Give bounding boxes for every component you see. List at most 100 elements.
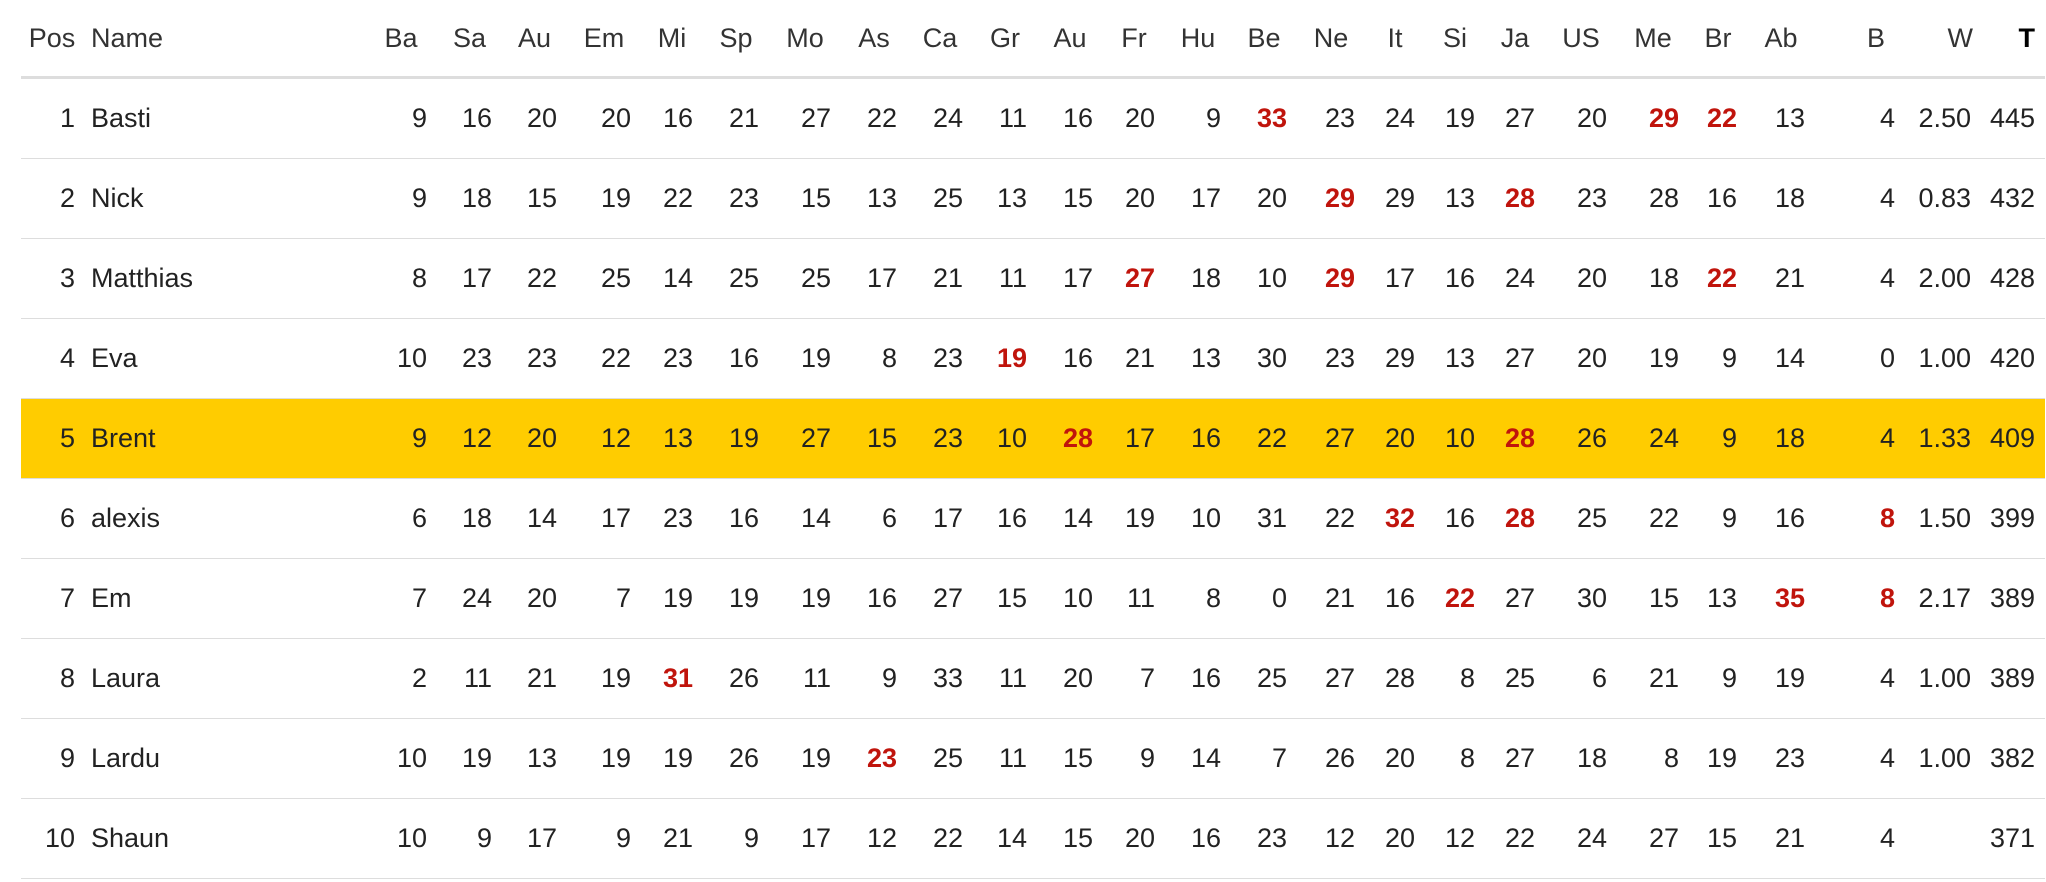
- score-cell: 18: [1545, 718, 1617, 799]
- score-cell: 19: [703, 558, 769, 639]
- total-cell: 445: [1973, 77, 2045, 159]
- score-cell: 17: [841, 238, 907, 319]
- position-cell: 8: [21, 638, 83, 719]
- player-name[interactable]: Laura: [83, 638, 365, 719]
- column-header-be[interactable]: Be: [1231, 0, 1297, 79]
- score-cell: 23: [437, 318, 502, 399]
- column-header-gr[interactable]: Gr: [973, 0, 1037, 79]
- player-name[interactable]: Lardu: [83, 718, 365, 799]
- position-cell: 4: [21, 318, 83, 399]
- column-header-me[interactable]: Me: [1617, 0, 1689, 79]
- score-cell: 28: [1485, 158, 1545, 239]
- column-header-br[interactable]: Br: [1689, 0, 1747, 79]
- column-header-name[interactable]: Name: [83, 0, 365, 79]
- column-header-ba[interactable]: Ba: [365, 0, 437, 79]
- score-cell: 16: [703, 478, 769, 559]
- score-cell: 28: [1617, 158, 1689, 239]
- score-cell: 28: [1485, 478, 1545, 559]
- player-name[interactable]: Shaun: [83, 798, 365, 879]
- score-cell: 23: [841, 718, 907, 799]
- score-cell: 13: [973, 158, 1037, 239]
- column-header-ne[interactable]: Ne: [1297, 0, 1365, 79]
- score-cell: 31: [641, 638, 703, 719]
- column-header-ja[interactable]: Ja: [1485, 0, 1545, 79]
- score-cell: 25: [1545, 478, 1617, 559]
- table-row[interactable]: 4 Eva 10 23 23 22 23 16 19 8 23 19 16 21 13 30 23 29 13 27 2…: [21, 318, 2045, 399]
- player-name[interactable]: Brent: [83, 398, 365, 479]
- score-cell: 32: [1365, 478, 1425, 559]
- score-cell: 23: [703, 158, 769, 239]
- score-cell: 20: [1545, 77, 1617, 159]
- score-cell: 2: [365, 638, 437, 719]
- column-header-hu[interactable]: Hu: [1165, 0, 1231, 79]
- table-row[interactable]: 6 alexis 6 18 14 17 23 16 14 6 17 16 14 19 10 31 22 32 16 2…: [21, 478, 2045, 559]
- table-row[interactable]: 1 Basti 9 16 20 20 16 21 27 22 24 11 16 20 9 33 23 24 19 27…: [21, 77, 2045, 159]
- score-cell: 19: [641, 558, 703, 639]
- score-cell: 28: [1365, 638, 1425, 719]
- score-cell: 10: [365, 318, 437, 399]
- column-header-b[interactable]: B: [1815, 0, 1905, 79]
- column-header-mi[interactable]: Mi: [641, 0, 703, 79]
- score-cell: 21: [1297, 558, 1365, 639]
- column-header-au[interactable]: Au: [1037, 0, 1103, 79]
- score-cell: 14: [1037, 478, 1103, 559]
- column-header-sp[interactable]: Sp: [703, 0, 769, 79]
- player-name[interactable]: Matthias: [83, 238, 365, 319]
- column-header-fr[interactable]: Fr: [1103, 0, 1165, 79]
- total-cell: 382: [1973, 718, 2045, 799]
- score-cell: 17: [1103, 398, 1165, 479]
- player-name[interactable]: Basti: [83, 77, 365, 159]
- column-header-t[interactable]: T: [1973, 0, 2045, 79]
- column-header-as[interactable]: As: [841, 0, 907, 79]
- table-row[interactable]: 2 Nick 9 18 15 19 22 23 15 13 25 13 15 20 17 20 29 29 13 28…: [21, 158, 2045, 239]
- score-cell: 19: [703, 398, 769, 479]
- column-header-au[interactable]: Au: [502, 0, 567, 79]
- score-cell: 9: [1689, 478, 1747, 559]
- score-cell: 10: [1425, 398, 1485, 479]
- score-cell: 25: [1231, 638, 1297, 719]
- table-row[interactable]: 9 Lardu 10 19 13 19 19 26 19 23 25 11 15 9 14 7 26 20 8 27 1…: [21, 718, 2045, 799]
- column-header-pos[interactable]: Pos: [21, 0, 83, 79]
- position-cell: 2: [21, 158, 83, 239]
- score-cell: 23: [1297, 77, 1365, 159]
- score-cell: 21: [641, 798, 703, 879]
- weight-cell: 1.50: [1905, 478, 1973, 559]
- score-cell: 12: [841, 798, 907, 879]
- score-cell: 13: [502, 718, 567, 799]
- column-header-us[interactable]: US: [1545, 0, 1617, 79]
- table-row[interactable]: 3 Matthias 8 17 22 25 14 25 25 17 21 11 17 27 18 10 29 17…: [21, 238, 2045, 319]
- score-cell: 15: [1037, 158, 1103, 239]
- column-header-ca[interactable]: Ca: [907, 0, 973, 79]
- player-name[interactable]: Nick: [83, 158, 365, 239]
- table-row[interactable]: 7 Em 7 24 20 7 19 19 19 16 27 15 10 11 8 0 21 16 22 27 30 15 1…: [21, 558, 2045, 639]
- column-header-mo[interactable]: Mo: [769, 0, 841, 79]
- score-cell: 17: [1037, 238, 1103, 319]
- score-cell: 14: [641, 238, 703, 319]
- column-header-it[interactable]: It: [1365, 0, 1425, 79]
- column-header-sa[interactable]: Sa: [437, 0, 502, 79]
- score-cell: 16: [1165, 398, 1231, 479]
- player-name[interactable]: Eva: [83, 318, 365, 399]
- column-header-w[interactable]: W: [1905, 0, 1973, 79]
- column-header-ab[interactable]: Ab: [1747, 0, 1815, 79]
- player-name[interactable]: alexis: [83, 478, 365, 559]
- table-row[interactable]: 8 Laura 2 11 21 19 31 26 11 9 33 11 20 7 16 25 27 28 8 25 6 2…: [21, 638, 2045, 719]
- column-header-si[interactable]: Si: [1425, 0, 1485, 79]
- table-row[interactable]: 5 Brent 9 12 20 12 13 19 27 15 23 10 28 17 16 22 27 20 10 2…: [21, 398, 2045, 479]
- total-cell: 428: [1973, 238, 2045, 319]
- score-cell: 9: [365, 398, 437, 479]
- score-cell: 9: [703, 798, 769, 879]
- score-cell: 9: [365, 77, 437, 159]
- score-cell: 29: [1365, 318, 1425, 399]
- score-cell: 19: [641, 718, 703, 799]
- score-cell: 10: [365, 798, 437, 879]
- column-header-em[interactable]: Em: [567, 0, 641, 79]
- position-cell: 10: [21, 798, 83, 879]
- score-cell: 20: [502, 398, 567, 479]
- player-name[interactable]: Em: [83, 558, 365, 639]
- score-cell: 9: [1689, 638, 1747, 719]
- score-cell: 27: [907, 558, 973, 639]
- score-cell: 16: [1747, 478, 1815, 559]
- table-row[interactable]: 10 Shaun 10 9 17 9 21 9 17 12 22 14 15 20 16 23 12 20 12 22…: [21, 798, 2045, 879]
- position-cell: 7: [21, 558, 83, 639]
